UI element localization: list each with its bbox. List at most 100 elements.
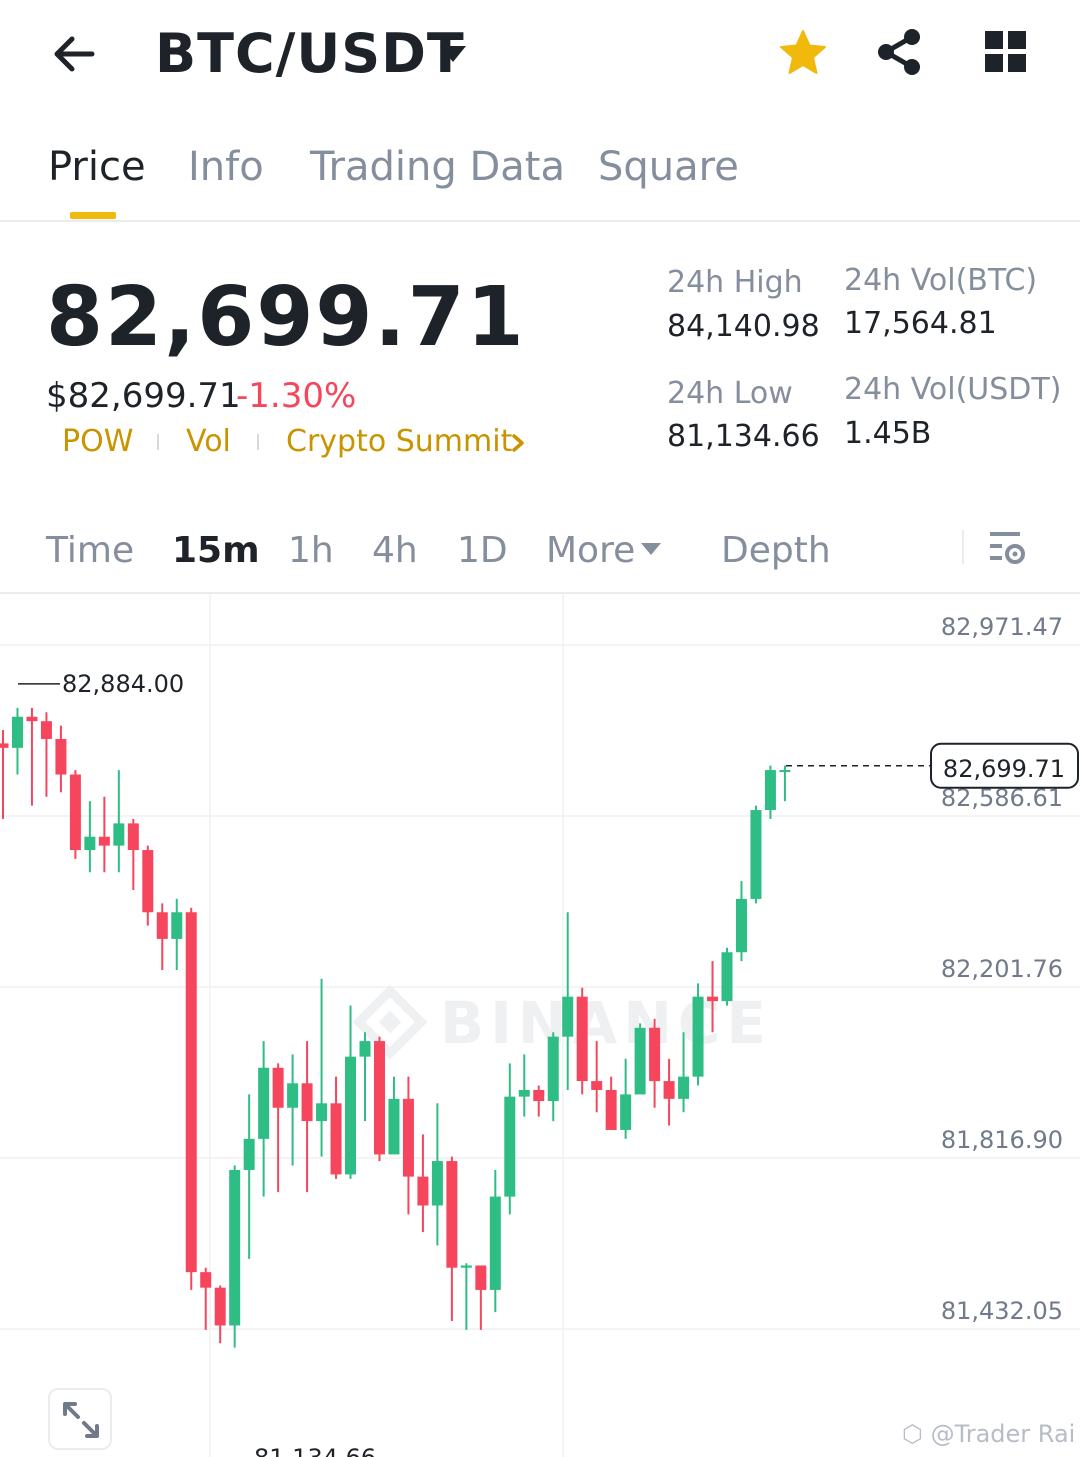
- candle: [272, 1063, 284, 1193]
- usd-price: $82,699.71: [46, 376, 241, 416]
- interval-4h[interactable]: 4h: [372, 530, 418, 571]
- candle-body: [750, 810, 762, 899]
- candle: [576, 987, 588, 1095]
- candle: [750, 805, 762, 904]
- candle: [0, 730, 9, 819]
- candle-body: [620, 1094, 632, 1130]
- candle: [359, 1032, 371, 1122]
- tag-crypto-summit[interactable]: Crypto Summit: [286, 424, 513, 459]
- candle-body: [721, 952, 733, 1002]
- high-annotation: 82,884.00: [18, 670, 184, 698]
- star-icon[interactable]: [778, 28, 828, 78]
- candle-body: [113, 823, 125, 846]
- candle: [171, 898, 183, 971]
- candle: [316, 978, 328, 1157]
- y-tick-label: 82,971.47: [941, 613, 1063, 641]
- candle: [301, 1041, 313, 1193]
- candle-body: [489, 1196, 501, 1290]
- candle-body: [591, 1081, 603, 1090]
- stat-vol-usdt-label: 24h Vol(USDT): [844, 372, 1062, 407]
- candle-body: [69, 774, 81, 851]
- candle-body: [576, 996, 588, 1082]
- candle-body: [504, 1096, 516, 1197]
- candle-body: [301, 1083, 313, 1122]
- candle: [460, 1263, 472, 1330]
- y-tick-label: 81,432.05: [941, 1297, 1063, 1325]
- last-price: 82,699.71: [46, 270, 526, 365]
- stat-vol-btc-value: 17,564.81: [844, 306, 997, 341]
- candle-body: [678, 1076, 690, 1099]
- tab-trading-data[interactable]: Trading Data: [310, 144, 565, 190]
- candle: [547, 1032, 559, 1122]
- candle: [185, 907, 197, 1290]
- candle-body: [345, 1056, 357, 1175]
- last-price-line: 82,699.71: [786, 742, 1079, 789]
- interval-15m[interactable]: 15m: [172, 530, 260, 571]
- tab-info[interactable]: Info: [188, 144, 264, 190]
- interval-time[interactable]: Time: [46, 530, 135, 571]
- tag-pow[interactable]: POW: [62, 424, 134, 459]
- chart-settings-icon[interactable]: [988, 528, 1028, 568]
- candle: [620, 1058, 632, 1139]
- candle: [764, 765, 776, 819]
- candle-body: [316, 1103, 328, 1122]
- candle-body: [171, 912, 183, 939]
- tag-vol[interactable]: Vol: [186, 424, 231, 459]
- candle-body: [446, 1161, 458, 1268]
- candle-body: [518, 1089, 530, 1097]
- interval-more[interactable]: More: [546, 530, 636, 571]
- back-arrow-icon[interactable]: [48, 26, 104, 82]
- caret-down-icon[interactable]: [640, 542, 662, 556]
- candle-body: [605, 1089, 617, 1130]
- tab-square[interactable]: Square: [598, 144, 739, 190]
- candlestick-chart[interactable]: BINANCE 82,971.4782,586.6182,201.7681,81…: [0, 594, 1080, 1457]
- candle: [402, 1076, 414, 1215]
- candle: [489, 1169, 501, 1313]
- pair-title[interactable]: BTC/USDT: [155, 22, 465, 85]
- candle: [475, 1265, 487, 1330]
- high-marker-text: 82,884.00: [62, 670, 184, 698]
- candle: [663, 1058, 675, 1126]
- chevron-right-icon[interactable]: [510, 432, 526, 454]
- candle: [605, 1076, 617, 1130]
- candle: [591, 1041, 603, 1113]
- candle: [127, 818, 139, 891]
- caret-down-icon[interactable]: [436, 40, 470, 66]
- stat-low-value: 81,134.66: [667, 419, 820, 454]
- candle: [649, 1018, 661, 1108]
- candle-body: [55, 738, 67, 775]
- candle: [735, 881, 747, 962]
- y-axis: 82,971.4782,586.6182,201.7681,816.9081,4…: [941, 613, 1063, 1325]
- grid-icon[interactable]: [984, 30, 1028, 74]
- candle: [678, 1032, 690, 1113]
- candle-body: [359, 1041, 371, 1057]
- candle: [721, 947, 733, 1006]
- candle: [388, 1076, 400, 1155]
- tab-price[interactable]: Price: [48, 144, 146, 190]
- candle: [533, 1085, 545, 1117]
- interval-bar: Time 15m 1h 4h 1D More Depth: [0, 520, 1080, 594]
- candle: [142, 845, 154, 926]
- interval-1d[interactable]: 1D: [457, 530, 508, 571]
- candle-body: [214, 1287, 226, 1326]
- fullscreen-button[interactable]: [48, 1388, 112, 1450]
- expand-icon: [63, 1402, 99, 1438]
- candle-body: [634, 1027, 646, 1095]
- candle: [258, 1041, 270, 1197]
- stat-high-value: 84,140.98: [667, 309, 820, 344]
- candle-body: [692, 996, 704, 1077]
- candle-body: [258, 1067, 270, 1139]
- candle-body: [185, 912, 197, 1273]
- candle-body: [98, 836, 110, 846]
- candle-body: [287, 1083, 299, 1108]
- interval-1h[interactable]: 1h: [288, 530, 334, 571]
- candle-body: [330, 1103, 342, 1175]
- candle: [431, 1103, 443, 1246]
- candle-body: [562, 996, 574, 1037]
- candle: [11, 707, 23, 775]
- share-icon[interactable]: [874, 26, 926, 78]
- interval-depth[interactable]: Depth: [721, 530, 831, 571]
- candle: [229, 1165, 241, 1348]
- candle: [26, 707, 38, 806]
- candle: [214, 1285, 226, 1344]
